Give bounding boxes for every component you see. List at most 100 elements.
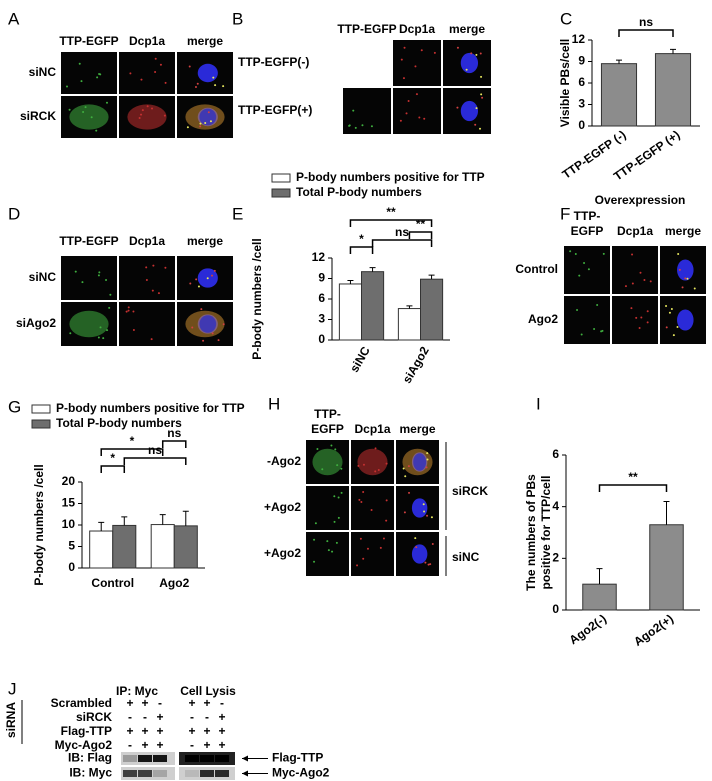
micrograph: [660, 296, 706, 344]
speck: [479, 52, 482, 55]
speck: [583, 261, 586, 264]
column-header: TTP-EGFP: [59, 234, 118, 248]
y-tick-label: 0: [318, 332, 325, 346]
significance-label: ns: [167, 426, 181, 440]
speck: [326, 540, 329, 543]
error-bar: [369, 267, 376, 272]
micrograph: [612, 296, 658, 344]
group-label: siRCK: [452, 484, 488, 498]
speck: [646, 310, 649, 313]
sign: +: [141, 696, 148, 710]
speck: [425, 466, 428, 469]
speck: [639, 271, 642, 274]
speck: [624, 285, 627, 288]
speck: [678, 268, 681, 271]
column-header: Dcp1a: [617, 224, 653, 238]
speck: [646, 321, 649, 324]
speck: [433, 51, 436, 54]
panel-letter: B: [232, 9, 243, 28]
micrograph: [119, 256, 175, 300]
bar: [338, 283, 362, 341]
micrograph: [564, 296, 610, 344]
bar: [397, 308, 421, 341]
significance-bracket: [123, 457, 187, 465]
row-label: +Ago2: [264, 546, 301, 560]
micrograph: [177, 302, 233, 346]
error-bar: [596, 568, 603, 585]
speck: [407, 465, 410, 468]
speck: [402, 467, 405, 470]
speck: [204, 122, 207, 125]
sign: +: [156, 724, 163, 738]
speck: [431, 542, 434, 545]
speck: [370, 509, 373, 512]
error-bar: [159, 514, 166, 525]
sign: +: [218, 738, 225, 752]
speck: [164, 266, 167, 269]
y-tick-label: 6: [578, 75, 585, 89]
speck: [456, 46, 459, 49]
y-tick-label: 0: [552, 602, 559, 616]
panel-letter: I: [536, 394, 541, 413]
speck: [321, 468, 324, 471]
blot-band: [185, 770, 199, 777]
speck: [677, 253, 680, 256]
row-label: +Ago2: [264, 500, 301, 514]
speck: [400, 58, 403, 61]
micrograph: [564, 246, 610, 294]
blot-band: [138, 770, 152, 777]
legend-label: Total P-body numbers: [56, 416, 182, 430]
micrograph: [351, 440, 394, 484]
speck: [426, 514, 429, 517]
row-label: -Ago2: [267, 454, 301, 468]
speck: [145, 278, 148, 281]
panel-letter: H: [268, 394, 280, 413]
column-header: Dcp1a: [129, 34, 165, 48]
panel-letter: A: [8, 9, 20, 28]
speck: [109, 293, 112, 296]
panel-letter: G: [8, 397, 21, 416]
micrograph: [61, 52, 117, 94]
speck: [408, 491, 411, 494]
error-bar: [347, 280, 354, 284]
micrograph-bg: [119, 256, 175, 300]
column-header: TTP-: [574, 209, 601, 223]
row-label: Myc-Ago2: [55, 738, 113, 752]
bar: [582, 583, 617, 611]
speck: [214, 84, 217, 87]
column-header: TTP-: [314, 407, 341, 421]
blot-label: IB: Myc: [69, 766, 112, 780]
speck: [206, 277, 209, 280]
sign: +: [218, 710, 225, 724]
blot-band: [138, 755, 152, 762]
speck: [194, 85, 197, 88]
speck: [638, 327, 641, 330]
significance-bracket: [598, 484, 668, 492]
micrograph: [396, 532, 439, 576]
speck: [348, 124, 351, 127]
error-bar: [98, 521, 105, 532]
nucleus: [677, 259, 694, 281]
speck: [74, 270, 77, 273]
speck: [188, 65, 191, 68]
bar: [649, 524, 684, 611]
blot-band: [215, 755, 229, 762]
y-tick-label: 10: [62, 517, 76, 531]
significance-label: ns: [148, 443, 162, 457]
nucleus: [460, 52, 479, 74]
arrow-head: [242, 770, 248, 777]
y-tick-label: 0: [578, 118, 585, 132]
y-tick-label: 3: [318, 312, 325, 326]
micrograph-bg: [564, 246, 610, 294]
sign: +: [156, 710, 163, 724]
speck: [631, 282, 634, 285]
speck: [693, 287, 696, 290]
y-tick-label: 5: [68, 539, 75, 553]
cell-body: [357, 448, 388, 476]
speck: [427, 563, 430, 566]
speck: [684, 277, 687, 280]
sign: +: [126, 696, 133, 710]
micrograph-bg: [612, 246, 658, 294]
blot-label: IB: Flag: [68, 751, 112, 765]
